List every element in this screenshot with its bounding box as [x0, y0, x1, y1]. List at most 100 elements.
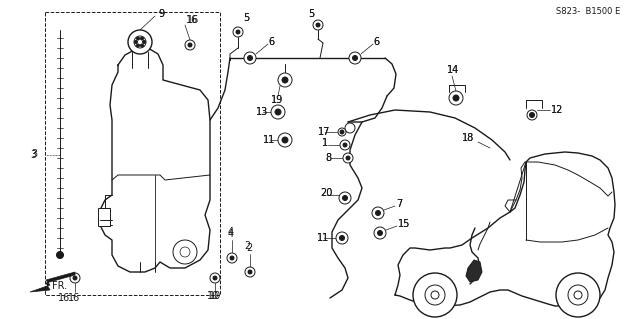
Circle shape — [271, 105, 285, 119]
Circle shape — [527, 110, 537, 120]
Circle shape — [185, 40, 195, 50]
Text: 7: 7 — [396, 199, 403, 209]
Circle shape — [180, 247, 190, 257]
Circle shape — [336, 232, 348, 244]
Text: 5: 5 — [243, 13, 249, 23]
Circle shape — [425, 285, 445, 305]
Circle shape — [141, 37, 143, 40]
Circle shape — [339, 235, 344, 241]
Text: 8: 8 — [325, 153, 331, 163]
Text: 6: 6 — [373, 37, 379, 47]
Circle shape — [73, 276, 77, 280]
Text: 15: 15 — [398, 219, 410, 229]
Circle shape — [374, 227, 386, 239]
Circle shape — [346, 156, 350, 160]
Text: 10: 10 — [209, 291, 221, 301]
Text: 3: 3 — [30, 150, 36, 160]
Text: 2: 2 — [246, 243, 252, 253]
Circle shape — [338, 128, 346, 136]
Text: 5: 5 — [308, 9, 314, 19]
Circle shape — [282, 137, 288, 143]
Text: 13: 13 — [256, 107, 268, 117]
Text: 18: 18 — [462, 133, 474, 143]
Circle shape — [248, 56, 253, 61]
Circle shape — [574, 291, 582, 299]
Circle shape — [233, 27, 243, 37]
Circle shape — [173, 240, 197, 264]
Text: 8: 8 — [325, 153, 331, 163]
Text: 6: 6 — [268, 37, 274, 47]
Text: 19: 19 — [271, 95, 284, 105]
Circle shape — [134, 36, 146, 48]
Text: 16: 16 — [187, 15, 199, 25]
Circle shape — [343, 143, 347, 147]
Text: FR.: FR. — [52, 281, 67, 291]
Circle shape — [568, 285, 588, 305]
Text: 19: 19 — [271, 95, 284, 105]
Text: 4: 4 — [228, 227, 234, 237]
Text: 17: 17 — [318, 127, 330, 137]
Circle shape — [136, 44, 140, 47]
Circle shape — [413, 273, 457, 317]
Circle shape — [345, 123, 355, 133]
Circle shape — [376, 211, 381, 216]
Circle shape — [188, 43, 192, 47]
Text: 16: 16 — [68, 293, 80, 303]
Circle shape — [244, 52, 256, 64]
Text: 16: 16 — [58, 293, 70, 303]
Circle shape — [278, 73, 292, 87]
Circle shape — [449, 91, 463, 105]
Text: 1: 1 — [322, 138, 328, 148]
Circle shape — [248, 270, 252, 274]
Circle shape — [70, 273, 80, 283]
Circle shape — [143, 41, 145, 43]
Circle shape — [275, 109, 281, 115]
Circle shape — [278, 133, 292, 147]
Circle shape — [378, 231, 383, 235]
Circle shape — [282, 77, 288, 83]
Text: 3: 3 — [31, 149, 37, 159]
Circle shape — [453, 95, 459, 101]
Text: 5: 5 — [308, 9, 314, 19]
Text: 18: 18 — [462, 133, 474, 143]
Circle shape — [128, 30, 152, 54]
Text: 6: 6 — [268, 37, 274, 47]
Circle shape — [56, 251, 63, 258]
Circle shape — [141, 44, 143, 47]
Text: 17: 17 — [318, 127, 330, 137]
Polygon shape — [30, 272, 75, 292]
Circle shape — [236, 30, 240, 34]
Text: 14: 14 — [447, 65, 460, 75]
Bar — [98, 208, 110, 226]
Text: 16: 16 — [186, 15, 198, 25]
Circle shape — [340, 130, 344, 134]
Text: 11: 11 — [263, 135, 275, 145]
Text: 5: 5 — [243, 13, 249, 23]
Circle shape — [313, 20, 323, 30]
Circle shape — [342, 196, 348, 201]
Circle shape — [349, 52, 361, 64]
Polygon shape — [466, 260, 482, 282]
Text: 11: 11 — [317, 233, 329, 243]
Circle shape — [230, 256, 234, 260]
Circle shape — [372, 207, 384, 219]
Text: 15: 15 — [398, 219, 410, 229]
Circle shape — [431, 291, 439, 299]
Text: 20: 20 — [320, 188, 332, 198]
Circle shape — [134, 41, 138, 43]
Circle shape — [227, 253, 237, 263]
Circle shape — [529, 113, 534, 117]
Text: 14: 14 — [447, 65, 460, 75]
Circle shape — [340, 140, 350, 150]
Text: 12: 12 — [551, 105, 563, 115]
Circle shape — [316, 23, 320, 27]
Text: 11: 11 — [263, 135, 275, 145]
Text: 9: 9 — [158, 9, 164, 19]
Circle shape — [213, 276, 217, 280]
Circle shape — [353, 56, 358, 61]
Circle shape — [210, 273, 220, 283]
Text: 7: 7 — [396, 199, 403, 209]
Text: 1: 1 — [322, 138, 328, 148]
Text: S823-  B1500 E: S823- B1500 E — [556, 8, 620, 17]
Text: 2: 2 — [244, 241, 250, 251]
